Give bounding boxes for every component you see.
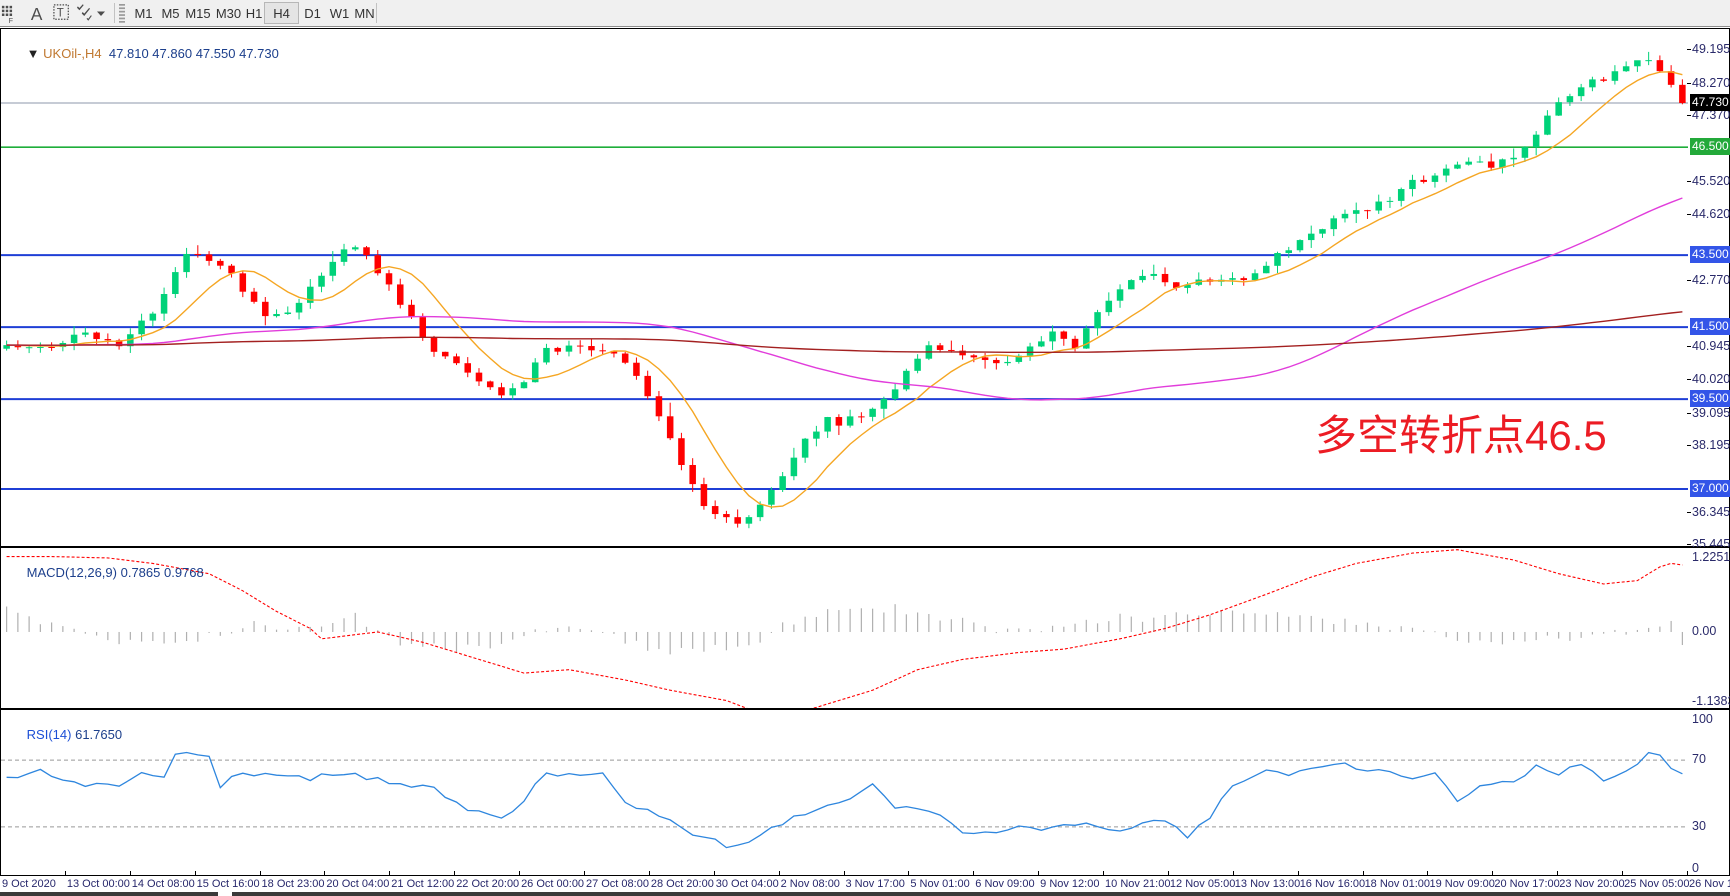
svg-text:A: A bbox=[31, 4, 43, 24]
svg-text:多空转折点46.5: 多空转折点46.5 bbox=[1315, 412, 1607, 459]
svg-text:F: F bbox=[9, 17, 14, 25]
svg-text:T: T bbox=[57, 7, 64, 19]
